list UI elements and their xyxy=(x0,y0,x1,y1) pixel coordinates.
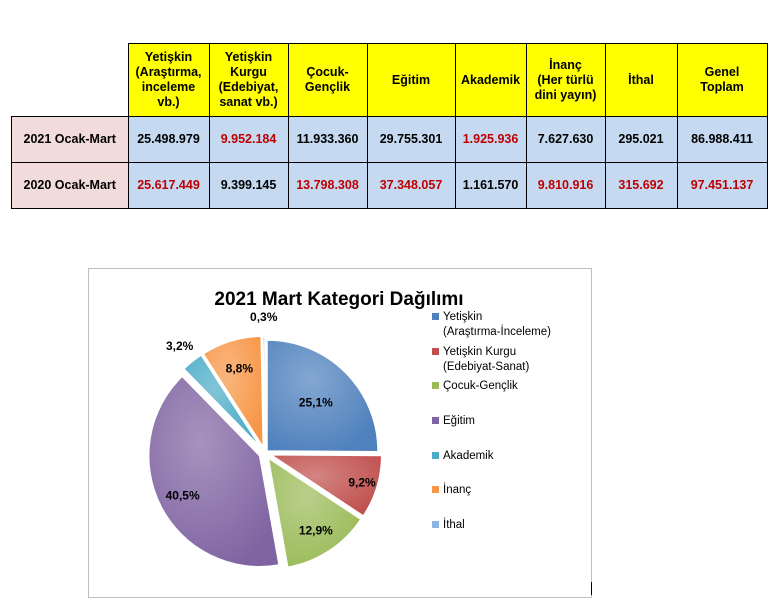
slice-data-label: 9,2% xyxy=(348,476,376,490)
table-cell: 295.021 xyxy=(604,116,678,163)
pie-slice-shine xyxy=(203,336,264,448)
slice-data-label: 8,8% xyxy=(226,362,254,376)
column-header: Yetişkin (Araştırma, inceleme vb.) xyxy=(127,43,210,117)
slice-data-label: 3,2% xyxy=(166,339,194,353)
column-header: Genel Toplam xyxy=(676,43,768,117)
pie-slice-shine xyxy=(267,340,378,452)
table-row: 2020 Ocak-Mart 25.617.449 9.399.145 13.798.… xyxy=(11,162,768,209)
legend-swatch xyxy=(432,348,439,355)
column-header: Akademik xyxy=(454,43,527,117)
pie-slice-shine xyxy=(262,336,265,448)
pie-labels: 25,1% 9,2% 12,9% 40,5% 3,2% 8,8% 0,3% xyxy=(166,310,376,537)
legend-label: Akademik xyxy=(443,450,494,462)
table-cell: 25.617.449 xyxy=(127,162,210,209)
table-cell: 1.161.570 xyxy=(454,162,527,209)
table-cell: 37.348.057 xyxy=(366,162,456,209)
text-cursor xyxy=(591,582,592,595)
table-cell: 29.755.301 xyxy=(366,116,456,163)
slice-data-label: 25,1% xyxy=(299,395,333,409)
pie-chart: 2021 Mart Kategori Dağılımı 25,1% 9,2% 12,… xyxy=(88,268,592,598)
chart-title: 2021 Mart Kategori Dağılımı xyxy=(214,289,463,310)
pie-slice-shine xyxy=(183,354,262,449)
pie-slice-shine xyxy=(270,454,382,516)
legend-swatch xyxy=(432,486,439,493)
column-header: İthal xyxy=(604,43,678,117)
column-header: Yetişkin Kurgu (Edebiyat, sanat vb.) xyxy=(208,43,289,117)
table-cell: 7.627.630 xyxy=(525,116,606,163)
table-cell: 9.952.184 xyxy=(208,116,289,163)
table-cell: 86.988.411 xyxy=(676,116,768,163)
legend-label: Eğitim xyxy=(443,415,475,427)
legend-label: (Edebiyat-Sanat) xyxy=(443,361,529,373)
table-cell: 11.933.360 xyxy=(287,116,368,163)
legend-swatch xyxy=(432,452,439,459)
legend-swatch xyxy=(432,417,439,424)
legend-swatch xyxy=(432,521,439,528)
table-cell: 9.810.916 xyxy=(525,162,606,209)
table-cell: 315.692 xyxy=(604,162,678,209)
slice-data-label: 12,9% xyxy=(299,523,333,537)
slice-data-label: 40,5% xyxy=(166,488,200,502)
table-cell: 1.925.936 xyxy=(454,116,527,163)
pie-chart-svg: 2021 Mart Kategori Dağılımı 25,1% 9,2% 12,… xyxy=(147,289,551,569)
legend-label: Yetişkin Kurgu xyxy=(443,346,516,358)
legend-swatch xyxy=(432,382,439,389)
legend-label: Çocuk-Gençlik xyxy=(443,380,518,392)
table-cell: 13.798.308 xyxy=(287,162,368,209)
pie-slices xyxy=(147,335,383,569)
legend-label: (Araştırma-İnceleme) xyxy=(443,325,551,338)
column-header: Çocuk- Gençlik xyxy=(287,43,368,117)
table-cell: 25.498.979 xyxy=(127,116,210,163)
row-label: 2021 Ocak-Mart xyxy=(11,116,129,163)
legend-label: Yetişkin xyxy=(443,311,482,323)
chart-legend: Yetişkin (Araştırma-İnceleme) Yetişkin Kur… xyxy=(432,311,551,531)
table-header-row: Yetişkin (Araştırma, inceleme vb.) Yetiş… xyxy=(11,43,768,117)
pie-slice-shine xyxy=(148,376,280,567)
legend-label: İnanç xyxy=(443,483,471,496)
legend-swatch xyxy=(432,313,439,320)
pie-slice-shine xyxy=(268,458,361,568)
column-header: İnanç (Her türlü dini yayın) xyxy=(525,43,606,117)
legend-label: İthal xyxy=(443,518,465,531)
table-row: 2021 Ocak-Mart 25.498.979 9.952.184 11.933.… xyxy=(11,116,768,163)
row-label: 2020 Ocak-Mart xyxy=(11,162,129,209)
table-corner-cell xyxy=(11,43,129,117)
slice-data-label: 0,3% xyxy=(250,310,278,324)
table-cell: 97.451.137 xyxy=(676,162,768,209)
table-cell: 9.399.145 xyxy=(208,162,289,209)
column-header: Eğitim xyxy=(366,43,456,117)
sales-table: Yetişkin (Araştırma, inceleme vb.) Yetiş… xyxy=(11,43,768,209)
